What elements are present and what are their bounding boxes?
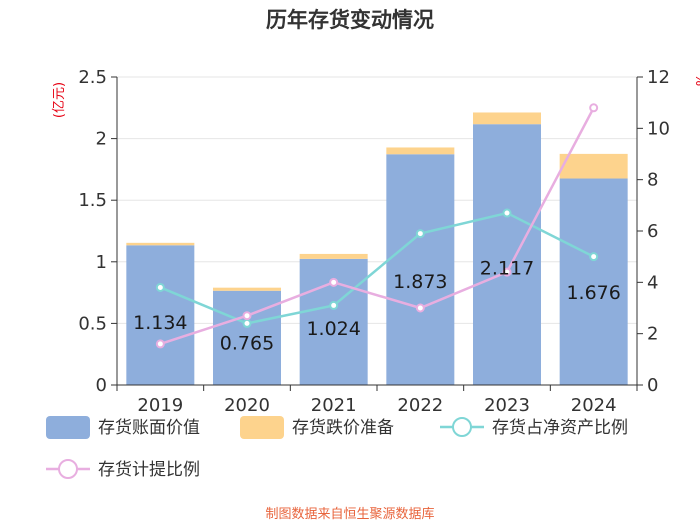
- gridlines: [117, 76, 637, 324]
- legend-marker: [452, 417, 472, 437]
- line-point: [329, 277, 339, 287]
- bars: [126, 112, 628, 385]
- legend-swatch: [240, 416, 284, 439]
- bar-data-label: 1.676: [566, 282, 620, 304]
- bar-provision: [559, 153, 628, 179]
- right-tick-label: 4: [647, 272, 658, 293]
- bar-provision: [213, 287, 281, 291]
- legend-swatch: [46, 416, 90, 439]
- bar-data-label: 1.134: [133, 312, 187, 334]
- x-tick-label: 2022: [397, 395, 443, 416]
- data-labels: 1.134 0.765 1.024 1.873 2.117 1.676: [133, 258, 621, 355]
- left-axis-unit: (亿元): [52, 82, 67, 118]
- lines: [155, 103, 599, 349]
- source-note: 制图数据来自恒生聚源数据库: [265, 506, 434, 522]
- line-point: [155, 282, 165, 292]
- line-point: [415, 229, 425, 239]
- right-axis-unit: %: [692, 74, 700, 86]
- line-series: [159, 107, 595, 346]
- x-tick-label: 2021: [311, 395, 357, 416]
- right-tick-label: 0: [647, 375, 658, 396]
- line-point: [329, 300, 339, 310]
- x-tick-label: 2023: [484, 395, 530, 416]
- legend-label: 存货账面价值: [98, 418, 200, 438]
- bar-provision: [126, 242, 195, 246]
- legend-label: 存货占净资产比例: [492, 418, 628, 438]
- bar-book-value: [386, 154, 455, 385]
- chart-title: 历年存货变动情况: [266, 8, 434, 32]
- left-tick-label: 0.5: [78, 313, 107, 334]
- line-point: [589, 103, 599, 113]
- axes: 0 0.5 1 1.5 2 2.5 0 2 4 6 8 10 12 2019 2020 2021 2022 202…: [78, 67, 670, 416]
- left-tick-label: 2: [96, 129, 107, 150]
- bar-data-label: 1.873: [393, 271, 447, 293]
- legend-marker: [58, 459, 78, 479]
- legend-label: 存货计提比例: [98, 460, 200, 480]
- bar-data-label: 1.024: [306, 318, 360, 340]
- right-tick-label: 8: [647, 170, 658, 191]
- bar-provision: [299, 253, 368, 259]
- right-tick-label: 12: [647, 67, 670, 88]
- bar-provision: [473, 112, 541, 125]
- left-tick-label: 0: [96, 375, 107, 396]
- bar-data-label: 2.117: [480, 258, 534, 280]
- bar-book-value: [559, 178, 628, 385]
- line-point: [589, 252, 599, 262]
- x-tick-label: 2020: [224, 395, 270, 416]
- left-tick-label: 1.5: [78, 190, 107, 211]
- bar-book-value: [126, 245, 195, 385]
- right-tick-label: 10: [647, 118, 670, 139]
- line-point: [155, 339, 165, 349]
- right-tick-label: 2: [647, 324, 658, 345]
- left-tick-label: 1: [96, 252, 107, 273]
- x-tick-label: 2019: [137, 395, 183, 416]
- bar-provision: [386, 147, 455, 155]
- left-tick-label: 2.5: [78, 67, 107, 88]
- bar-book-value: [473, 124, 541, 385]
- line-point: [242, 311, 252, 321]
- legend-label: 存货跌价准备: [292, 418, 394, 438]
- line-point: [242, 318, 252, 328]
- line-series: [159, 211, 595, 325]
- bar-data-label: 0.765: [220, 333, 274, 355]
- x-tick-label: 2024: [571, 395, 617, 416]
- line-point: [502, 267, 512, 277]
- right-tick-label: 6: [647, 221, 658, 242]
- line-point: [415, 303, 425, 313]
- line-point: [502, 208, 512, 218]
